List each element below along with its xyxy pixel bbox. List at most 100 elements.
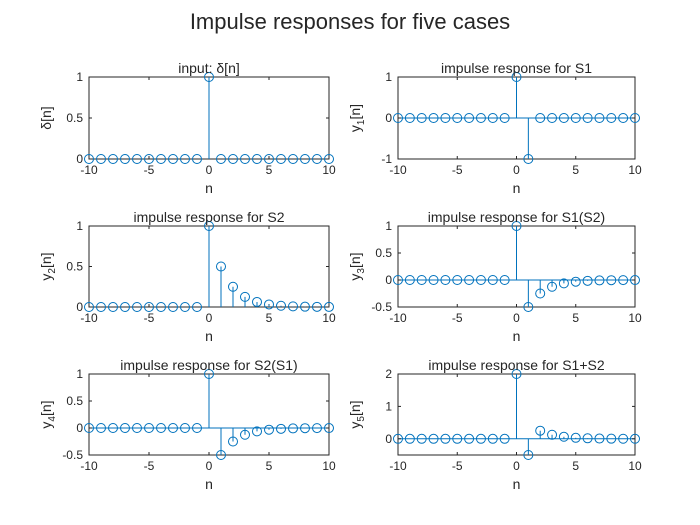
x-tick-label: 0 bbox=[206, 311, 213, 325]
y-axis-label-main: y bbox=[38, 422, 54, 429]
stem-marker bbox=[240, 429, 250, 440]
stem-marker bbox=[594, 113, 605, 123]
x-tick-label: -5 bbox=[452, 311, 463, 325]
y-axis-label-subscript: 5 bbox=[356, 416, 367, 422]
y-axis-label-subscript: 2 bbox=[47, 268, 58, 274]
stem-marker bbox=[144, 302, 154, 312]
x-axis-label: n bbox=[205, 328, 213, 344]
stem-marker bbox=[464, 275, 475, 285]
stem-marker bbox=[324, 423, 334, 434]
stem-marker bbox=[452, 113, 463, 123]
stem-marker bbox=[475, 275, 486, 285]
stem-marker bbox=[324, 301, 334, 312]
stem-marker bbox=[618, 275, 629, 286]
x-tick-label: -5 bbox=[452, 459, 463, 473]
stem-marker bbox=[264, 299, 274, 310]
subplot-title: impulse response for S1(S2) bbox=[428, 209, 605, 225]
stem-marker bbox=[240, 154, 250, 164]
stem-marker bbox=[96, 154, 106, 164]
stem-marker bbox=[416, 275, 427, 285]
stem-marker bbox=[487, 275, 498, 285]
x-tick-label: 0 bbox=[206, 163, 213, 177]
stem-marker bbox=[475, 113, 486, 123]
x-tick-label: -5 bbox=[452, 163, 463, 177]
y-axis-label-tail: [n] bbox=[38, 252, 54, 268]
y-tick-label: 2 bbox=[385, 367, 392, 381]
stem-marker bbox=[606, 275, 617, 286]
stem-marker bbox=[523, 154, 534, 164]
stem-marker bbox=[228, 154, 238, 164]
y-axis-label-main: y bbox=[347, 422, 363, 429]
stem-marker bbox=[192, 423, 202, 433]
stem-marker bbox=[582, 433, 593, 444]
stem-marker bbox=[156, 302, 166, 312]
subplot-title: input: δ[n] bbox=[178, 60, 240, 76]
stem-marker bbox=[393, 433, 403, 444]
stem-marker bbox=[168, 423, 178, 433]
subplot-3: -10 -5 0 5 10 0 0.5 1 impulse response for S2 n y2… bbox=[38, 209, 336, 344]
y-tick-label: 1 bbox=[385, 219, 392, 233]
x-axis-label: n bbox=[513, 328, 521, 344]
y-tick-label: 0.5 bbox=[66, 111, 83, 125]
stem-marker bbox=[535, 288, 546, 299]
stem-marker bbox=[618, 113, 629, 123]
stem-marker bbox=[535, 113, 546, 123]
stem-marker bbox=[630, 433, 640, 444]
x-tick-label: 0 bbox=[513, 311, 520, 325]
stem-marker bbox=[582, 113, 593, 123]
x-axis-label: n bbox=[205, 476, 213, 492]
stem-marker bbox=[204, 72, 214, 82]
x-tick-label: -10 bbox=[389, 163, 407, 177]
y-tick-label: -0.5 bbox=[62, 448, 83, 462]
stem-marker bbox=[300, 423, 310, 434]
x-tick-label: 5 bbox=[572, 311, 579, 325]
y-tick-label: -0.5 bbox=[371, 300, 392, 314]
stem-marker bbox=[464, 433, 475, 444]
y-axis-label: y3[n] bbox=[347, 252, 367, 280]
stem-marker bbox=[300, 301, 310, 312]
y-tick-label: -1 bbox=[381, 152, 392, 166]
stem-marker bbox=[204, 369, 214, 379]
stem-marker bbox=[216, 450, 226, 460]
stem-marker bbox=[252, 154, 262, 164]
x-axis-label: n bbox=[513, 180, 521, 196]
stem-marker bbox=[440, 433, 451, 444]
stem-marker bbox=[144, 154, 154, 164]
stem-marker bbox=[84, 302, 94, 312]
stem-marker bbox=[276, 423, 286, 434]
y-tick-label: 0 bbox=[385, 432, 392, 446]
y-axis-label-main: δ[n] bbox=[38, 106, 54, 129]
y-tick-label: 0 bbox=[76, 300, 83, 314]
stem-marker bbox=[132, 154, 142, 164]
stem-marker bbox=[108, 302, 118, 312]
stem-marker bbox=[630, 275, 640, 286]
stem-marker bbox=[264, 424, 274, 435]
stem-marker bbox=[312, 301, 322, 312]
stem-marker bbox=[440, 113, 451, 123]
stem-marker bbox=[499, 275, 510, 285]
stem-marker bbox=[228, 281, 238, 292]
y-axis-label-subscript: 4 bbox=[47, 416, 58, 422]
x-tick-label: 5 bbox=[266, 311, 273, 325]
x-axis-label: n bbox=[513, 476, 521, 492]
y-axis-label-tail: [n] bbox=[38, 400, 54, 416]
x-tick-label: -10 bbox=[80, 311, 98, 325]
y-tick-label: 1 bbox=[385, 399, 392, 413]
y-axis-label-main: y bbox=[347, 274, 363, 281]
y-axis-label: y2[n] bbox=[38, 252, 58, 280]
stem-marker bbox=[404, 113, 415, 123]
subplot-title: impulse response for S1+S2 bbox=[428, 357, 604, 373]
stem-marker bbox=[180, 423, 190, 433]
stem-marker bbox=[547, 113, 558, 123]
stem-marker bbox=[84, 423, 94, 433]
stem-marker bbox=[276, 300, 286, 311]
subplot-5: -10 -5 0 5 10 -0.5 0 0.5 1 impulse response for S… bbox=[38, 357, 336, 492]
stem-marker bbox=[452, 433, 463, 444]
x-axis-label: n bbox=[205, 180, 213, 196]
stem-marker bbox=[547, 429, 558, 440]
stem-marker bbox=[120, 302, 130, 312]
stem-marker bbox=[156, 154, 166, 164]
x-tick-label: 5 bbox=[572, 459, 579, 473]
y-tick-label: 0 bbox=[76, 421, 83, 435]
